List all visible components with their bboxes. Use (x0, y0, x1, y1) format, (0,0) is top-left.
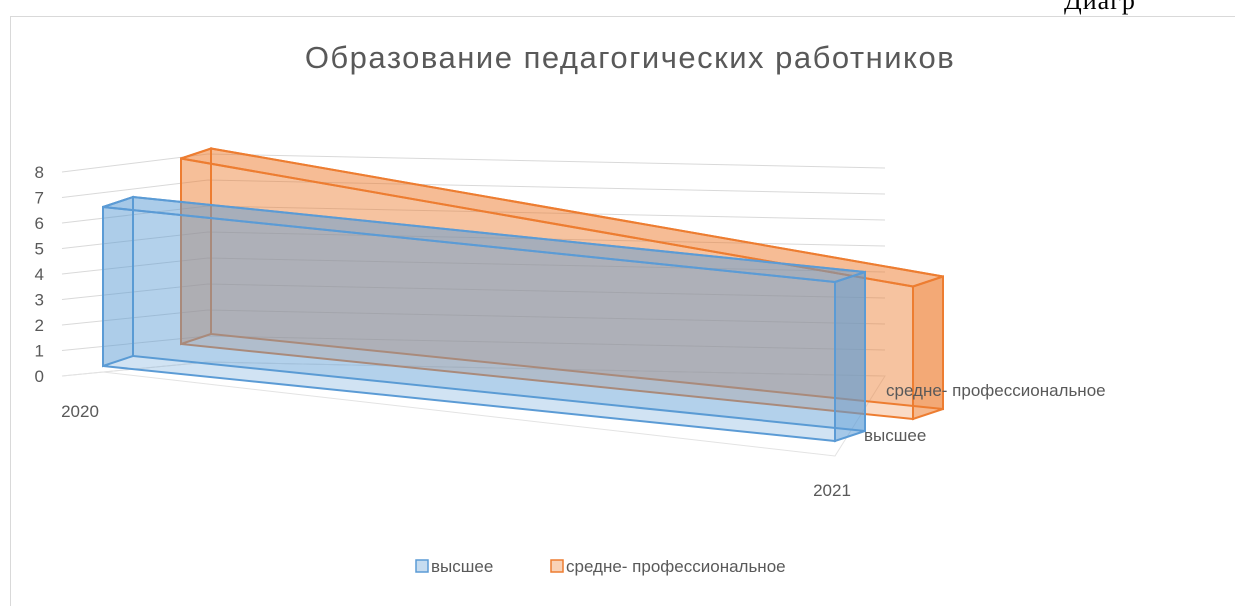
bar-front-face (102, 205, 836, 443)
legend-swatch-sredne (550, 559, 564, 573)
y-tick-label: 7 (35, 189, 44, 208)
series-axis-label: средне- профессиональное (886, 381, 1106, 400)
gridline (61, 283, 886, 300)
series-axis-labels: высшее средне- профессиональное (864, 381, 1106, 445)
y-tick-label: 8 (35, 163, 44, 182)
y-tick-label: 0 (35, 367, 44, 386)
gridline (61, 153, 886, 173)
y-tick-label: 2 (35, 316, 44, 335)
y-tick-label: 3 (35, 291, 44, 310)
legend: высшее средне- профессиональное (415, 557, 786, 576)
bar-front-face (180, 157, 914, 421)
x-axis-categories: 2020 2021 (61, 402, 851, 500)
y-tick-label: 4 (35, 265, 44, 284)
gridline (61, 179, 886, 198)
legend-label: средне- профессиональное (566, 557, 786, 576)
series-1 (180, 147, 944, 421)
bar-right-face (834, 270, 866, 443)
bars (102, 147, 944, 443)
gridline (61, 205, 886, 224)
gridline (61, 309, 886, 326)
corner-caption: Диагр (1064, 0, 1136, 15)
gridlines (61, 153, 886, 457)
legend-label: высшее (431, 557, 493, 576)
y-tick-label: 6 (35, 214, 44, 233)
gridline (61, 257, 886, 275)
y-axis-ticks: 0 1 2 3 4 5 6 7 8 (35, 163, 44, 386)
y-tick-label: 1 (35, 342, 44, 361)
y-tick-label: 5 (35, 240, 44, 259)
x-tick-label: 2021 (813, 481, 851, 500)
chart-title: Образование педагогических работников (305, 40, 955, 75)
series-0 (102, 195, 866, 443)
x-tick-label: 2020 (61, 402, 99, 421)
legend-swatch-vysshee (415, 559, 429, 573)
series-axis-label: высшее (864, 426, 926, 445)
chart-frame (10, 16, 1235, 606)
